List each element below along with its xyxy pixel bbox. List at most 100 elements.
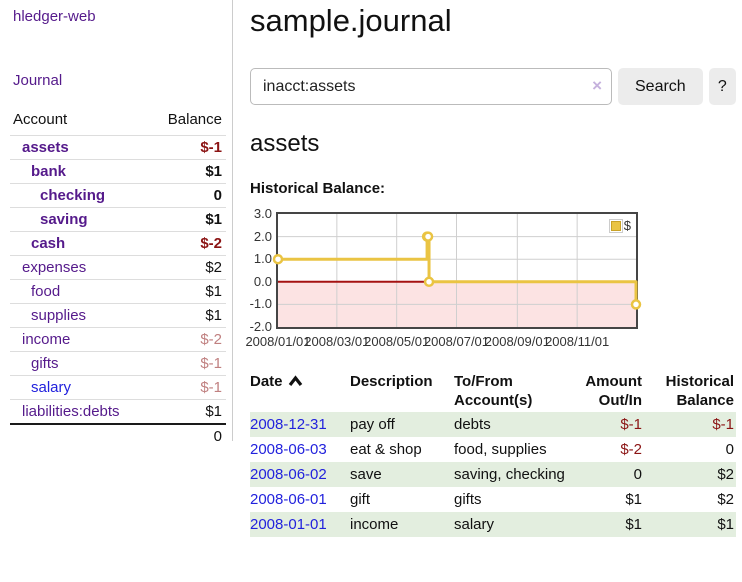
- table-row[interactable]: 2008-06-01 gift gifts $1 $2: [250, 487, 736, 512]
- accounts-table: Account Balance assets $-1 bank $1 check…: [10, 108, 226, 448]
- transaction-date-link[interactable]: 2008-01-01: [250, 516, 327, 533]
- data-point-marker[interactable]: [272, 253, 284, 265]
- search-box: ×: [250, 68, 612, 105]
- accounts-total-value: 0: [150, 423, 226, 448]
- search-input[interactable]: [250, 68, 612, 105]
- chart-plot-area[interactable]: $: [272, 212, 642, 329]
- account-row: checking 0: [10, 183, 226, 208]
- sort-up-icon: [288, 375, 302, 386]
- transaction-amount: $1: [625, 516, 642, 533]
- y-tick-label: 1.0: [253, 251, 272, 267]
- legend-swatch-icon: [608, 219, 623, 233]
- account-link-supplies[interactable]: supplies: [31, 307, 87, 324]
- accounts-header-account: Account: [13, 111, 68, 128]
- account-balance: $-1: [150, 135, 226, 160]
- account-row: bank $1: [10, 159, 226, 184]
- brand-link[interactable]: hledger-web: [13, 8, 96, 25]
- account-link-salary[interactable]: salary: [31, 379, 72, 396]
- account-link-liabilities-debts[interactable]: liabilities:debts: [22, 403, 120, 420]
- transaction-description: gift: [350, 491, 371, 508]
- transaction-accounts: gifts: [454, 491, 482, 508]
- transaction-date-link[interactable]: 2008-12-31: [250, 416, 327, 433]
- x-tick-label: 2008/11/01: [545, 334, 610, 349]
- account-balance: $1: [150, 159, 226, 184]
- account-balance: $-1: [150, 351, 226, 376]
- account-row: supplies $1: [10, 303, 226, 328]
- legend-label: $: [623, 218, 631, 233]
- table-row[interactable]: 2008-06-02 save saving, checking 0 $2: [250, 462, 736, 487]
- transaction-accounts: debts: [454, 416, 491, 433]
- account-link-food[interactable]: food: [31, 283, 61, 300]
- transaction-description: save: [350, 466, 382, 483]
- account-balance: $1: [150, 207, 226, 232]
- accounts-header-balance: Balance: [167, 111, 222, 128]
- chart-legend: $: [607, 217, 633, 234]
- table-row[interactable]: 2008-06-03 eat & shop food, supplies $-2…: [250, 437, 736, 462]
- transaction-accounts: salary: [454, 516, 495, 533]
- data-point-marker[interactable]: [423, 276, 435, 288]
- account-link-saving[interactable]: saving: [40, 211, 88, 228]
- account-row: expenses $2: [10, 255, 226, 280]
- register-header-description: Description: [350, 373, 433, 390]
- account-link-assets[interactable]: assets: [22, 139, 69, 156]
- account-link-checking[interactable]: checking: [40, 187, 106, 204]
- accounts-header-row: Account Balance: [10, 108, 226, 136]
- account-row: gifts $-1: [10, 351, 226, 376]
- data-point-marker[interactable]: [630, 299, 642, 310]
- x-tick-label: 2008/09/01: [484, 334, 550, 349]
- transaction-amount: 0: [633, 466, 642, 483]
- table-row[interactable]: 2008-01-01 income salary $1 $1: [250, 512, 736, 537]
- transaction-balance: $1: [717, 516, 734, 533]
- chart-canvas: [272, 214, 642, 327]
- account-heading: assets: [250, 130, 320, 157]
- balance-chart[interactable]: $ 3.0 2.0 1.0 0.0 -1.0 -2.0 2008/01/01 2008/03/…: [245, 206, 736, 352]
- transaction-accounts: saving, checking: [454, 466, 565, 483]
- y-tick-label: -1.0: [249, 296, 272, 312]
- account-balance: $2: [150, 255, 226, 280]
- register-table: Date Description To/From Account(s) Amou…: [250, 370, 736, 537]
- account-row: liabilities:debts $1: [10, 399, 226, 424]
- account-link-expenses[interactable]: expenses: [22, 259, 87, 276]
- transaction-accounts: food, supplies: [454, 441, 547, 458]
- x-tick-label: 2008/05/01: [364, 334, 430, 349]
- sidebar-item-journal[interactable]: Journal: [13, 72, 63, 89]
- account-balance: $-1: [150, 375, 226, 400]
- transaction-date-link[interactable]: 2008-06-03: [250, 441, 327, 458]
- account-balance: $1: [150, 303, 226, 328]
- transaction-balance: $-1: [712, 416, 734, 433]
- x-tick-label: 2008/01/01: [245, 334, 311, 349]
- account-row: assets $-1: [10, 135, 226, 160]
- y-tick-label: -2.0: [249, 319, 272, 334]
- register-header-balance: Historical Balance: [665, 373, 734, 409]
- account-link-cash[interactable]: cash: [31, 235, 66, 252]
- accounts-total-row: 0: [10, 423, 226, 448]
- transaction-date-link[interactable]: 2008-06-01: [250, 491, 327, 508]
- register-header-amount: Amount Out/In: [585, 373, 642, 409]
- help-button[interactable]: ?: [708, 68, 736, 105]
- account-link-gifts[interactable]: gifts: [31, 355, 59, 372]
- account-row: saving $1: [10, 207, 226, 232]
- table-row[interactable]: 2008-12-31 pay off debts $-1 $-1: [250, 412, 736, 437]
- x-tick-label: 2008/03/01: [304, 334, 370, 349]
- y-tick-label: 0.0: [253, 273, 272, 289]
- account-row: salary $-1: [10, 375, 226, 400]
- y-tick-label: 3.0: [253, 206, 272, 221]
- transaction-description: pay off: [350, 416, 395, 433]
- clear-search-icon[interactable]: ×: [592, 76, 602, 95]
- account-link-income[interactable]: income: [22, 331, 71, 348]
- register-header-accounts: To/From Account(s): [454, 373, 533, 409]
- transaction-date-link[interactable]: 2008-06-02: [250, 466, 327, 483]
- account-balance: $-2: [150, 231, 226, 256]
- account-row: income $-2: [10, 327, 226, 352]
- account-row: cash $-2: [10, 231, 226, 256]
- transaction-amount: $-1: [620, 416, 642, 433]
- sidebar: hledger-web Journal Account Balance asse…: [0, 0, 233, 448]
- data-point-marker[interactable]: [422, 231, 434, 242]
- account-link-bank[interactable]: bank: [31, 163, 67, 180]
- transaction-amount: $-2: [620, 441, 642, 458]
- transaction-description: eat & shop: [350, 441, 422, 458]
- register-header-row: Date Description To/From Account(s) Amou…: [250, 370, 736, 412]
- account-balance: $-2: [150, 327, 226, 352]
- register-header-date[interactable]: Date: [250, 370, 346, 412]
- search-button[interactable]: Search: [618, 68, 703, 105]
